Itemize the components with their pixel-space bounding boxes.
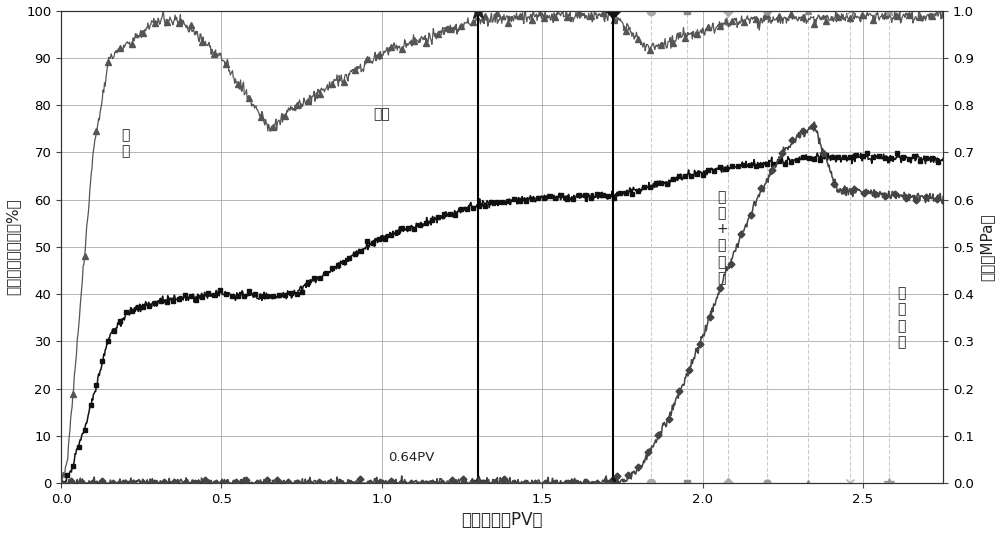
Text: 水
驱: 水 驱 xyxy=(121,128,129,158)
Text: 后
续
水
驱: 后 续 水 驱 xyxy=(897,286,906,349)
X-axis label: 注入体积（PV）: 注入体积（PV） xyxy=(461,511,543,530)
Text: 0.64PV: 0.64PV xyxy=(388,451,435,464)
Y-axis label: 含水率、采收率（%）: 含水率、采收率（%） xyxy=(6,198,21,295)
Text: 聚驱: 聚驱 xyxy=(373,108,390,121)
Y-axis label: 压力（MPa）: 压力（MPa） xyxy=(979,213,994,281)
Text: 凝
胶
+
聚
合
物: 凝 胶 + 聚 合 物 xyxy=(716,190,728,285)
